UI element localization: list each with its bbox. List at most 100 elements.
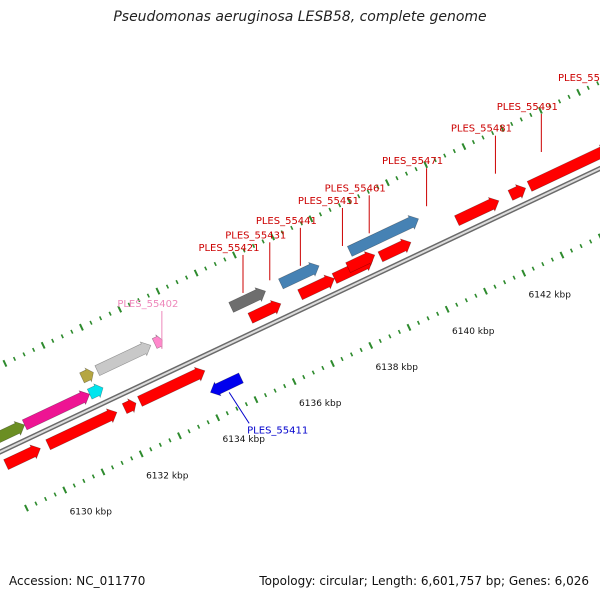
outer-tick [12, 356, 17, 362]
genome-title: Pseudomonas aeruginosa LESB58, complete … [113, 9, 487, 25]
feature-f-12[interactable] [247, 299, 282, 324]
outer-tick [357, 194, 361, 199]
outer-tick [299, 221, 303, 226]
inner-tick [273, 388, 277, 393]
inner-tick [34, 501, 38, 506]
inner-tick [177, 432, 182, 440]
inner-tick [168, 438, 172, 443]
inner-tick [559, 251, 565, 259]
inner-tick [253, 396, 259, 404]
outer-tick [290, 225, 294, 231]
feature-f-08[interactable] [45, 408, 118, 451]
outer-tick [79, 323, 84, 331]
outer-tick [155, 287, 161, 295]
gene-label[interactable]: PLES_55431 [225, 230, 286, 241]
inner-tick [158, 442, 162, 447]
feature-f-01[interactable] [3, 444, 41, 471]
inner-tick [550, 257, 554, 262]
gene-label[interactable]: PLES_55471 [382, 156, 443, 167]
scale-label: 6132 kbp [146, 471, 189, 481]
inner-tick [531, 266, 535, 271]
gene-label[interactable]: PLES_55421 [198, 243, 259, 254]
feature-f-14[interactable] [278, 261, 320, 290]
feature-f-19[interactable] [377, 238, 412, 263]
feature-f-04[interactable] [86, 383, 104, 400]
gene-label[interactable]: PLES_55402 [117, 299, 178, 310]
inner-tick [474, 293, 478, 298]
feature-f-02[interactable] [0, 421, 26, 445]
outer-tick [308, 215, 314, 223]
outer-tick [89, 320, 93, 325]
feature-f-20[interactable] [454, 196, 500, 227]
inner-tick [91, 474, 95, 479]
feature-f-09[interactable] [121, 398, 137, 415]
feature-f-05[interactable] [79, 367, 94, 384]
outer-tick [452, 148, 456, 154]
outer-tick [404, 171, 409, 176]
inner-tick [138, 450, 144, 458]
gene-label[interactable]: PLES_55501 [558, 73, 600, 84]
inner-tick [283, 383, 287, 389]
outer-tick [137, 298, 141, 303]
inner-tick [541, 261, 545, 267]
gene-label[interactable]: PLES_55411 [247, 425, 308, 436]
outer-tick [529, 112, 533, 118]
feature-f-15[interactable] [297, 274, 335, 301]
outer-tick [175, 279, 179, 285]
gene-label[interactable]: PLES_55491 [497, 102, 558, 113]
inner-tick [100, 468, 106, 476]
outer-tick [548, 103, 552, 109]
scale-label: 6134 kbp [223, 435, 266, 445]
gene-label[interactable]: PLES_55451 [298, 196, 359, 207]
outer-tick [443, 153, 447, 158]
outer-tick [204, 266, 208, 271]
outer-tick [385, 179, 390, 187]
inner-tick [350, 352, 354, 357]
inner-tick [426, 316, 430, 321]
inner-tick [521, 269, 527, 277]
outer-tick [117, 305, 123, 313]
outer-tick [461, 142, 467, 151]
outer-tick [280, 230, 284, 235]
inner-tick [44, 496, 48, 502]
inner-tick [378, 338, 382, 344]
gene-label[interactable]: PLES_55481 [451, 124, 512, 135]
outer-tick [146, 293, 150, 298]
outer-tick [223, 257, 227, 262]
inner-tick [110, 465, 115, 470]
feature-f-03[interactable] [21, 390, 91, 431]
feature-f-11[interactable] [210, 372, 244, 397]
feature-f-18[interactable] [346, 215, 419, 257]
feature-f-21[interactable] [507, 184, 527, 201]
inner-tick [53, 492, 57, 497]
inner-tick [455, 302, 459, 307]
backbone-core [0, 167, 600, 454]
label-layer: 6130 kbp 6132 kbp 6134 kbp 6136 kbp 6138 kbp… [70, 73, 600, 517]
gene-label[interactable]: PLES_55441 [256, 216, 317, 227]
inner-tick [416, 320, 421, 325]
accession-text: Accession: NC_011770 [9, 574, 146, 588]
inner-tick [397, 329, 401, 335]
feature-layer [0, 144, 600, 471]
outer-tick [395, 176, 399, 181]
gene-label[interactable]: PLES_55461 [325, 183, 386, 194]
feature-f-13[interactable] [228, 287, 266, 313]
inner-tick [597, 233, 600, 239]
scale-label: 6136 kbp [299, 399, 342, 409]
inner-tick [311, 370, 315, 375]
outer-tick [127, 302, 131, 307]
inner-tick [235, 406, 239, 411]
feature-f-10[interactable] [137, 366, 206, 407]
inner-tick [368, 341, 374, 350]
feature-f-06[interactable] [94, 341, 152, 377]
inner-tick [263, 392, 268, 398]
feature-f-22[interactable] [526, 144, 600, 192]
feature-f-17[interactable] [345, 251, 376, 274]
outer-tick [32, 347, 36, 352]
inner-tick [82, 478, 86, 484]
feature-f-07[interactable] [151, 334, 163, 349]
gene-leader-line [228, 392, 250, 424]
outer-tick [70, 329, 74, 334]
